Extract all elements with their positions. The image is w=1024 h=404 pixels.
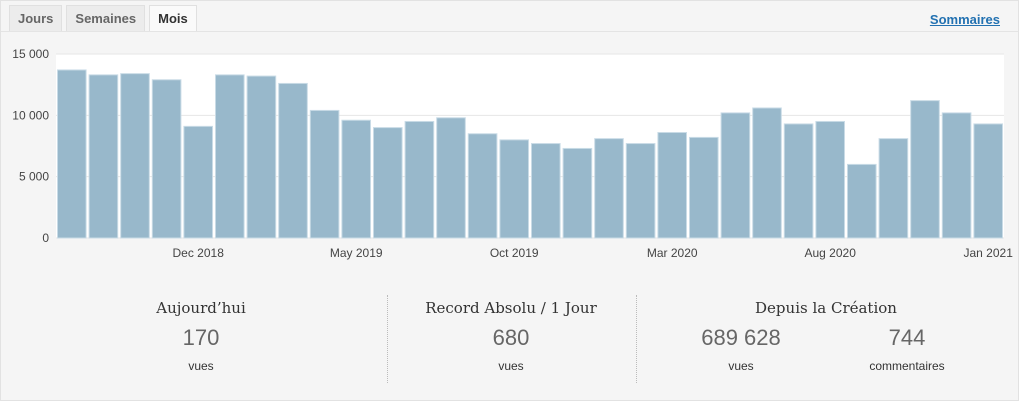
bar — [120, 73, 150, 239]
stat-today-label: Aujourd’hui — [156, 299, 246, 317]
tab-mois[interactable]: Mois — [149, 5, 197, 32]
x-tick-label: May 2019 — [330, 246, 383, 260]
bar — [246, 75, 277, 239]
bar — [910, 100, 940, 239]
monthly-views-chart: 0 5 000 10 000 15 000 Dec 2018 May 2019 Oct 20… — [12, 47, 1014, 260]
bar — [183, 125, 213, 239]
bar — [657, 132, 688, 239]
bar — [341, 119, 371, 239]
x-tick-label: Dec 2018 — [173, 246, 225, 260]
bar — [752, 107, 782, 239]
bar — [57, 69, 87, 239]
stat-since-comments-unit: commentaires — [869, 359, 945, 373]
x-tick-label: Aug 2020 — [805, 246, 857, 260]
bar — [815, 120, 846, 239]
bar — [878, 138, 909, 239]
bar — [941, 112, 972, 239]
stat-record-unit: vues — [498, 359, 524, 373]
y-tick-label: 15 000 — [12, 47, 49, 61]
x-tick-label: Mar 2020 — [647, 246, 698, 260]
bar — [88, 74, 119, 239]
stat-today: Aujourd’hui 170 vues — [101, 291, 301, 373]
stat-today-value: 170 — [182, 325, 220, 350]
x-tick-label: Oct 2019 — [490, 246, 539, 260]
bar — [625, 143, 656, 239]
x-tick-label: Jan 2021 — [964, 246, 1014, 260]
bar — [594, 138, 624, 239]
tab-semaines[interactable]: Semaines — [66, 5, 146, 31]
y-tick-label: 10 000 — [12, 108, 49, 122]
stat-since-creation: Depuis la Création 689 628 vues 744 comm… — [641, 291, 1011, 377]
y-tick-label: 5 000 — [19, 170, 49, 184]
y-tick-label: 0 — [42, 231, 49, 245]
bar — [689, 136, 719, 239]
bar — [562, 147, 593, 239]
bar — [783, 123, 814, 239]
divider — [387, 295, 388, 383]
stat-record-value: 680 — [492, 325, 530, 350]
bar — [404, 120, 435, 239]
stat-since-views-unit: vues — [728, 359, 754, 373]
bar — [467, 133, 498, 239]
tab-jours[interactable]: Jours — [9, 5, 63, 31]
period-tabs: Jours Semaines Mois — [9, 5, 197, 32]
bar — [373, 127, 403, 239]
bar — [531, 143, 561, 239]
bar — [215, 74, 245, 239]
summaries-link[interactable]: Sommaires — [929, 12, 1000, 27]
stat-since-views: 689 628 — [701, 325, 781, 350]
tab-divider — [1, 31, 1018, 32]
bar — [847, 163, 877, 239]
stat-since-comments: 744 — [888, 325, 926, 350]
bar — [309, 109, 340, 239]
bar — [720, 112, 751, 239]
bar — [973, 123, 1004, 239]
stat-today-unit: vues — [188, 359, 214, 373]
bar — [278, 82, 308, 239]
bar — [436, 117, 466, 239]
stat-record: Record Absolu / 1 Jour 680 vues — [391, 291, 631, 373]
plot-area — [56, 54, 1004, 238]
bar — [151, 79, 182, 239]
stat-record-label: Record Absolu / 1 Jour — [425, 299, 597, 317]
divider — [636, 295, 637, 383]
stat-since-label: Depuis la Création — [755, 299, 897, 317]
stats-summary: Aujourd’hui 170 vues Record Absolu / 1 J… — [1, 291, 1020, 391]
bar — [499, 139, 529, 239]
